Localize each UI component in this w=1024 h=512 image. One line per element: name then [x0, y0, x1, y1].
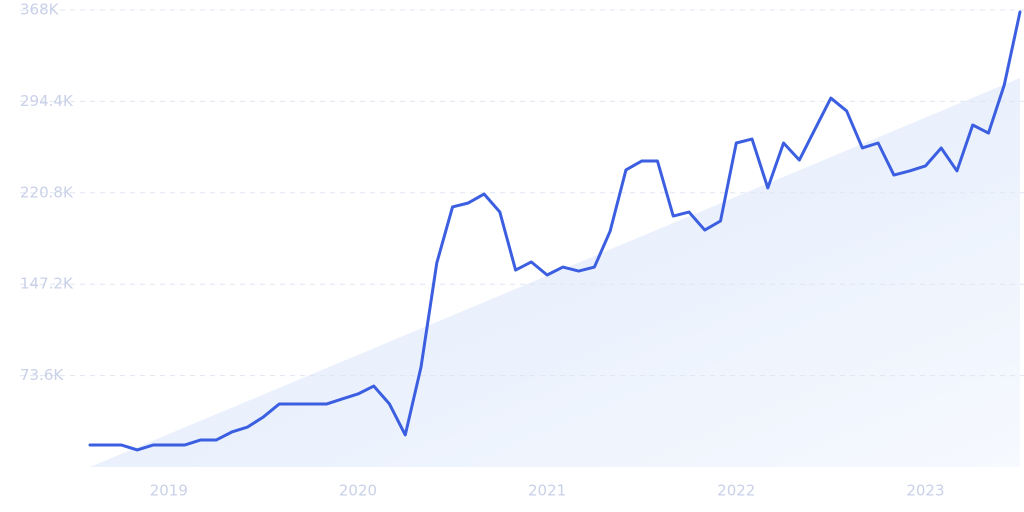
- y-tick-label: 220.8K: [20, 183, 74, 201]
- x-tick-label: 2019: [150, 482, 188, 500]
- x-tick-label: 2021: [528, 482, 566, 500]
- y-tick-label: 147.2K: [20, 275, 74, 293]
- y-tick-label: 73.6K: [20, 366, 64, 384]
- x-tick-label: 2022: [717, 482, 755, 500]
- y-tick-label: 368K: [20, 1, 60, 19]
- y-tick-label: 294.4K: [20, 92, 74, 110]
- data-line: [88, 10, 1022, 452]
- x-tick-label: 2023: [906, 482, 944, 500]
- x-tick-label: 2020: [339, 482, 377, 500]
